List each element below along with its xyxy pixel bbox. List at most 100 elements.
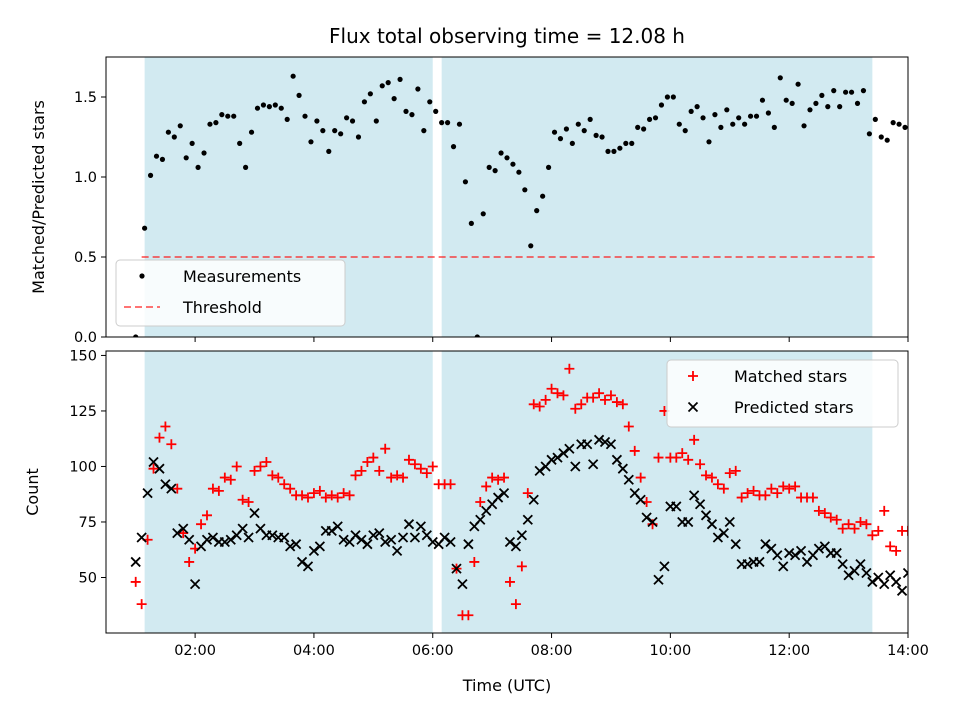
- matched-star-point: [481, 481, 492, 492]
- measurement-point: [747, 113, 754, 119]
- measurement-point: [159, 156, 166, 162]
- predicted-star-point: [635, 494, 646, 505]
- predicted-star-point: [362, 539, 373, 550]
- x-tick-label: 06:00: [412, 643, 454, 659]
- matched-star-point: [790, 481, 801, 492]
- measurement-point: [456, 121, 463, 127]
- matched-star-point: [469, 556, 480, 567]
- predicted-star-point: [909, 575, 918, 584]
- measurement-point: [201, 150, 207, 156]
- predicted-star-point: [855, 559, 866, 570]
- matched-star-point: [861, 519, 872, 530]
- predicted-star-point: [189, 579, 201, 590]
- matched-star-point: [540, 394, 551, 405]
- plot-frame: [105, 350, 909, 634]
- x-tick-label: 04:00: [293, 643, 335, 659]
- measurement-point: [646, 116, 653, 122]
- measurement-point: [641, 126, 647, 132]
- measurement-point: [213, 120, 219, 126]
- matched-star-point: [635, 472, 646, 483]
- matched-star-point: [939, 617, 949, 627]
- measurement-point: [367, 91, 373, 97]
- y-tick-label: 100: [69, 459, 97, 475]
- matched-star-point: [314, 485, 325, 496]
- measurement-point: [344, 115, 350, 121]
- predicted-star-point: [784, 547, 795, 559]
- matched-star-point: [855, 516, 866, 527]
- matched-star-point: [493, 474, 504, 485]
- measurement-point: [825, 104, 831, 110]
- predicted-star-point: [314, 541, 326, 552]
- x-tick-label: 08:00: [531, 643, 573, 659]
- measurement-point: [605, 148, 611, 154]
- matched-star-point: [154, 432, 165, 443]
- measurement-point: [189, 140, 195, 146]
- measurement-point: [813, 100, 819, 106]
- predicted-star-point: [178, 523, 189, 534]
- measurement-point: [284, 116, 290, 122]
- predicted-star-point: [795, 545, 807, 556]
- matched-star-point: [297, 490, 308, 501]
- predicted-star-point: [386, 534, 397, 545]
- measurement-point: [504, 155, 510, 161]
- measurement-point: [854, 100, 861, 106]
- measurement-point: [848, 89, 855, 95]
- matched-star-point: [130, 576, 141, 587]
- measurement-point: [837, 104, 843, 110]
- measurement-point: [361, 99, 368, 105]
- observing-interval-0: [144, 351, 433, 633]
- measurement-point: [652, 115, 659, 121]
- measurement-point: [896, 121, 902, 127]
- matched-star-point: [564, 363, 575, 374]
- matched-star-point: [362, 457, 373, 468]
- predicted-star-point: [463, 539, 474, 550]
- measurement-point: [712, 112, 718, 118]
- matched-star-point: [160, 421, 171, 432]
- measurement-point: [670, 94, 676, 100]
- matched-star-point: [207, 483, 218, 494]
- measurement-point: [569, 140, 575, 146]
- matched-star-point: [712, 479, 723, 490]
- measurement-point: [308, 139, 314, 145]
- measurement-point: [326, 148, 332, 154]
- matched-star-point: [302, 492, 313, 503]
- matched-star-point: [915, 546, 925, 556]
- x-tick-label: 10:00: [649, 643, 691, 659]
- measurement-point: [385, 80, 391, 86]
- predicted-star-point: [207, 532, 219, 543]
- predicted-star-point: [528, 494, 539, 505]
- predicted-star-point: [308, 545, 320, 556]
- matched-star-point: [819, 508, 830, 519]
- matched-star-point: [374, 465, 385, 476]
- measurement-point: [545, 164, 552, 170]
- predicted-star-point: [356, 534, 367, 545]
- matched-star-point: [219, 472, 230, 483]
- matched-star-point: [546, 383, 557, 394]
- predicted-star-point: [623, 474, 634, 485]
- legend: Measurements Threshold: [115, 259, 346, 327]
- matched-star-point: [516, 561, 527, 572]
- measurement-point: [349, 118, 356, 124]
- predicted-star-point: [902, 567, 908, 579]
- measurement-point: [320, 128, 326, 134]
- predicted-star-point: [772, 550, 783, 561]
- measurement-point: [593, 132, 599, 138]
- predicted-star-point: [647, 516, 658, 528]
- predicted-star-point: [789, 550, 801, 561]
- matched-star-point: [558, 390, 569, 401]
- matched-star-point: [909, 553, 919, 563]
- matched-star-point: [285, 483, 296, 494]
- matched-star-point: [308, 488, 319, 499]
- y-tick-label: 0.0: [74, 330, 97, 346]
- matched-star-point: [617, 399, 628, 410]
- measurement-point: [290, 73, 296, 79]
- predicted-star-point: [492, 492, 504, 503]
- predicted-star-point: [742, 559, 753, 570]
- predicted-star-point: [516, 530, 527, 541]
- matched-star-point: [415, 463, 426, 474]
- measurement-point: [938, 86, 943, 91]
- predicted-star-point: [380, 536, 391, 548]
- matched-star-point: [807, 492, 818, 503]
- predicted-star-point: [617, 463, 628, 474]
- predicted-star-point: [439, 532, 450, 543]
